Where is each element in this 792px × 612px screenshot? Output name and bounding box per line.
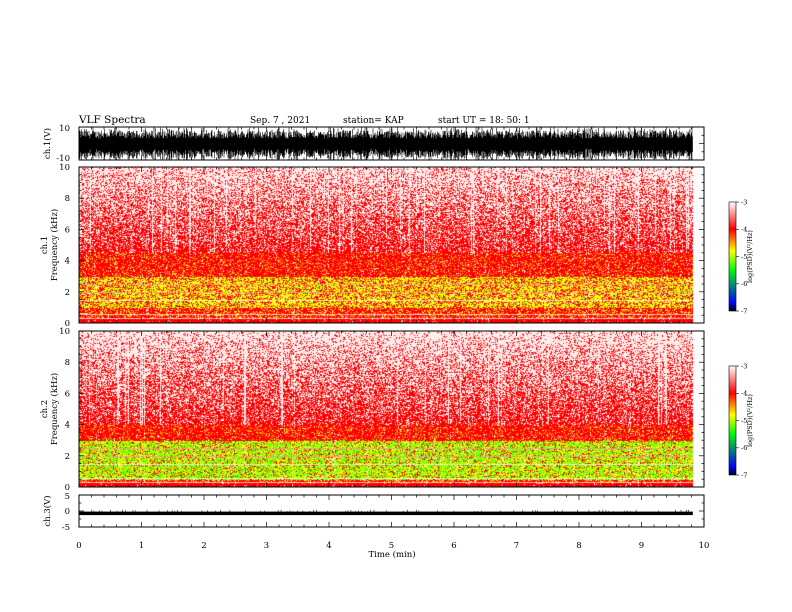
frequency-tick-label: 2 [65,452,70,462]
frequency-tick-label: 6 [65,389,70,399]
time-tick-label: 7 [514,541,519,551]
frequency-tick-label: 4 [65,421,70,431]
time-tick-label: 8 [576,541,581,551]
ch3-ytick-bottom: -5 [62,523,70,533]
ch1-colorbar: -3 -4 -5 -6 -7 log(PSD)(V²/Hz) [728,198,754,315]
time-tick-label: 2 [201,541,206,551]
date-label: Sep. 7 , 2021 [250,116,310,126]
colorbar-tick-label: -5 [741,417,747,425]
frequency-tick-label: 4 [65,257,70,267]
time-tick-label: 10 [699,541,710,551]
spectrogram-canvas [79,167,704,323]
ch2-frequency-ylabel: Frequency (kHz) [49,373,60,445]
time-tick-label: 6 [451,541,456,551]
ch1-frequency-ylabel: Frequency (kHz) [49,209,60,281]
panel-ch2-spectrogram: 0 2 4 6 8 10 ch.2 Frequency (kHz) -3 -4 -5 -6 -7 … [40,327,754,493]
frequency-tick-label: 6 [65,225,70,235]
spectrogram-canvas [79,331,704,487]
colorbar-tick-label: -7 [741,471,747,479]
station-label: station= KAP [343,116,404,126]
ch2-frequency-tick-labels: 0 2 4 6 8 10 [59,327,704,493]
frequency-tick-label: 0 [65,483,70,493]
figure-title: VLF Spectra [78,114,146,126]
frequency-tick-label: 10 [59,163,70,173]
time-tick-label: 4 [326,541,331,551]
colorbar-tick-label: -4 [741,390,747,398]
time-tick-label: 3 [264,541,269,551]
ch1-waveform-ticks [78,126,705,161]
ch2-spectrogram-ticks [78,331,705,487]
ch3-ytick-middle: 0 [65,507,70,517]
frequency-tick-label: 2 [65,288,70,298]
ch2-spectrogram-image [79,331,704,487]
panel-ch1-spectrogram: 0 2 4 6 8 10 ch.1 Frequency (kHz) -3 -4 -5 -6 -7 … [40,163,754,329]
frequency-tick-label: 10 [59,327,70,337]
ch2-channel-label: ch.2 [40,400,50,418]
time-tick-label: 0 [76,541,81,551]
colorbar-tick-label: -4 [741,226,747,234]
ch1-spectrogram-image [79,167,704,323]
ch3-waveform-ticks [78,494,705,528]
ch1-ytick-bottom: -10 [56,154,70,164]
ch3-waveform-spikes [79,509,689,512]
colorbar-tick-label: -3 [741,362,747,370]
ch1-waveform-line [79,127,693,160]
ch1-spectrogram-ticks [78,167,705,323]
ch1-waveform-ylabel: ch.1(V) [42,128,53,159]
colorbar-tick-label: -3 [741,198,747,206]
ch3-ytick-top: 5 [65,492,70,502]
ch1-colorbar-ticks: -3 -4 -5 -6 -7 [736,198,747,315]
ch2-colorbar-label: log(PSD)(V²/Hz) [746,394,754,447]
frequency-tick-label: 0 [65,319,70,329]
start-time-label: start UT = 18: 50: 1 [438,116,530,126]
ch3-waveform-ylabel: ch.3(V) [42,495,53,526]
frequency-tick-label: 8 [65,194,70,204]
time-tick-label: 5 [389,541,394,551]
time-tick-label: 1 [139,541,144,551]
ch2-colorbar-ticks: -3 -4 -5 -6 -7 [736,362,747,479]
time-tick-label: 9 [639,541,644,551]
colorbar-tick-label: -6 [741,280,747,288]
ch1-waveform-trace [79,127,693,160]
ch1-frequency-tick-labels: 0 2 4 6 8 10 [59,163,704,329]
ch1-colorbar-label: log(PSD)(V²/Hz) [746,230,754,283]
colorbar-tick-label: -5 [741,253,747,261]
time-axis-label: Time (min) [368,549,415,560]
ch2-colorbar: -3 -4 -5 -6 -7 log(PSD)(V²/Hz) [728,362,754,479]
ch1-channel-label: ch.1 [40,236,50,254]
ch3-waveform-trace [79,509,693,516]
ch1-ytick-top: 10 [59,124,70,134]
colorbar-tick-label: -7 [741,307,747,315]
panel-ch3-waveform: 5 0 -5 ch.3(V) [42,492,705,533]
panel-ch1-waveform: 10 -10 ch.1(V) [42,124,705,164]
colorbar-tick-label: -6 [741,444,747,452]
time-axis-tick-labels: 0 1 2 3 4 5 6 7 8 9 10 [76,541,709,551]
ch3-waveform-band [79,511,693,516]
frequency-tick-label: 8 [65,358,70,368]
